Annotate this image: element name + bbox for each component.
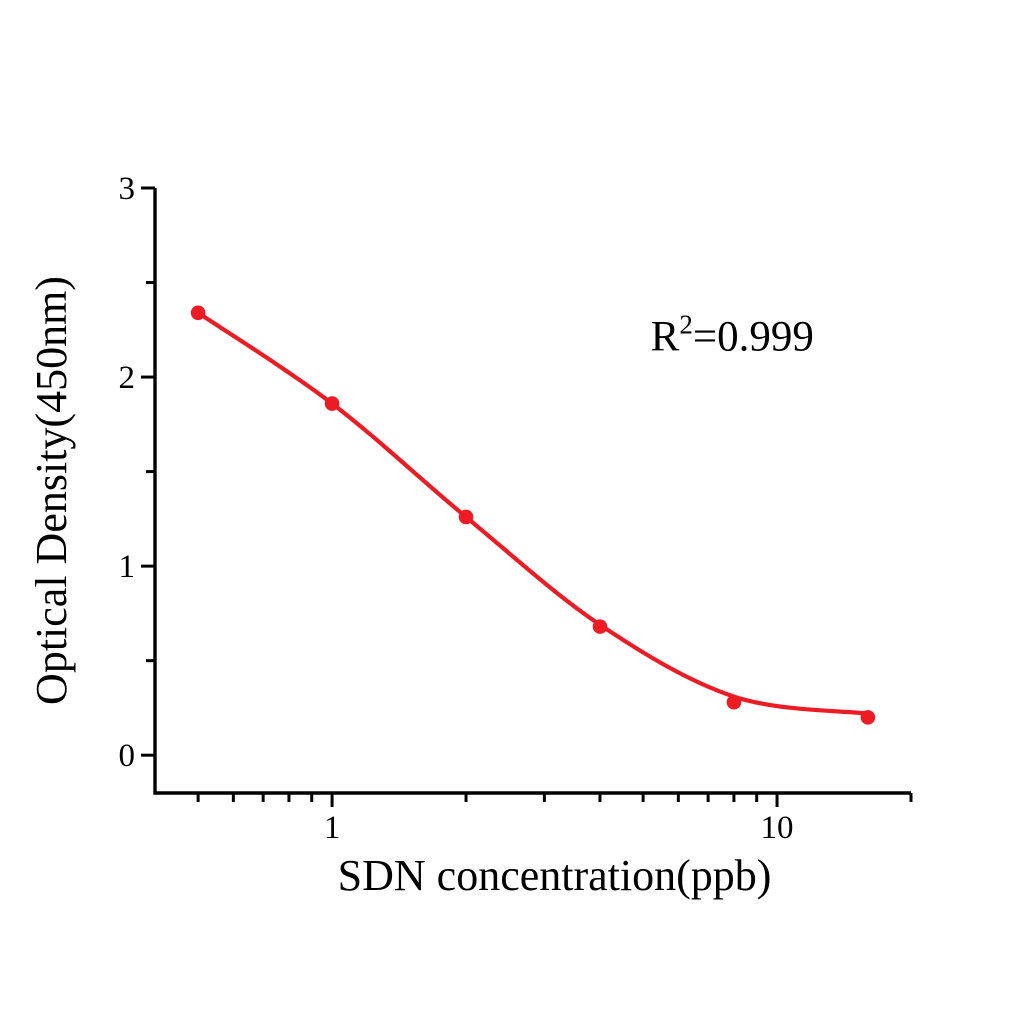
data-point — [860, 710, 876, 725]
y-tick-label: 1 — [119, 549, 136, 585]
data-point — [190, 305, 206, 321]
x-tick-label: 10 — [761, 810, 794, 846]
x-axis-title: SDN concentration(ppb) — [338, 851, 772, 900]
data-point — [458, 509, 474, 525]
r-squared-annotation: R2=0.999 — [651, 310, 814, 361]
y-tick-label: 0 — [119, 738, 136, 774]
y-tick-label: 3 — [119, 171, 136, 207]
y-tick-label: 2 — [119, 360, 136, 396]
data-point — [592, 619, 608, 634]
data-point — [726, 694, 742, 710]
axis-spine — [153, 188, 911, 795]
fit-curve — [196, 310, 870, 716]
y-axis-title: Optical Density(450nm) — [27, 276, 76, 705]
data-point — [324, 396, 340, 411]
x-tick-label: 1 — [324, 810, 341, 846]
